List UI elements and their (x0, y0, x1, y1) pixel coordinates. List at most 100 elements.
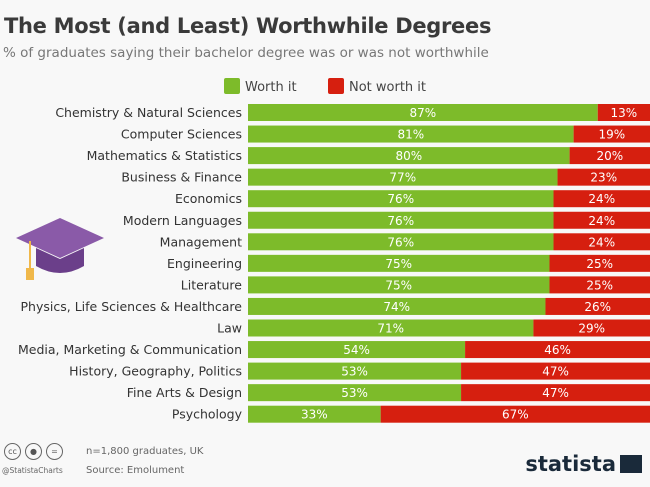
bar-worth (248, 362, 462, 380)
category-label: Mathematics & Statistics (87, 148, 242, 163)
data-label: 25% (586, 257, 613, 271)
bar-row: Computer Sciences 81% 19% (121, 125, 650, 143)
cc-icon: cc (4, 443, 21, 460)
bar-not-worth (569, 147, 650, 165)
bar-row: Economics 76% 24% (175, 190, 650, 208)
category-label: Physics, Life Sciences & Healthcare (21, 299, 243, 314)
bar-worth (248, 384, 462, 402)
category-label: Economics (175, 191, 242, 206)
license-icons: cc ● = (4, 443, 63, 460)
bar-not-worth (461, 362, 650, 380)
bar-worth (248, 190, 554, 208)
by-icon: ● (25, 443, 42, 460)
data-label: 76% (387, 192, 414, 206)
source: Source: Emolument (86, 465, 185, 476)
bar-not-worth (553, 190, 650, 208)
data-label: 76% (387, 214, 414, 228)
data-label: 24% (588, 235, 615, 249)
bar-row: Chemistry & Natural Sciences 87% 13% (55, 104, 650, 121)
category-label: Chemistry & Natural Sciences (55, 105, 242, 120)
bar-worth (248, 233, 554, 251)
bar-not-worth (545, 297, 650, 315)
legend-swatch (224, 78, 240, 94)
data-label: 74% (383, 300, 410, 314)
legend-swatch (328, 78, 344, 94)
bar-worth (248, 319, 534, 337)
category-label: Engineering (167, 256, 242, 271)
category-label: Fine Arts & Design (127, 385, 242, 400)
data-label: 67% (502, 408, 529, 422)
bar-not-worth (553, 233, 650, 251)
data-label: 24% (588, 192, 615, 206)
bar-not-worth (465, 341, 650, 359)
data-label: 53% (341, 386, 368, 400)
data-label: 81% (397, 128, 424, 142)
data-label: 80% (395, 149, 422, 163)
bar-not-worth (549, 276, 650, 294)
bar-worth (248, 147, 570, 165)
bar-worth (248, 405, 381, 423)
data-label: 33% (301, 408, 328, 422)
bar-row: Physics, Life Sciences & Healthcare 74% 26… (21, 297, 650, 315)
data-label: 47% (542, 386, 569, 400)
twitter-handle: @StatistaCharts (2, 466, 63, 475)
bar-worth (248, 254, 550, 272)
bar-row: Fine Arts & Design 53% 47% (127, 384, 650, 402)
data-label: 25% (586, 278, 613, 292)
bar-row: Literature 75% 25% (181, 276, 650, 294)
bar-row: Management 76% 24% (160, 233, 650, 251)
bar-worth (248, 297, 546, 315)
category-label: Computer Sciences (121, 127, 242, 142)
data-label: 13% (611, 106, 638, 120)
category-label: Psychology (172, 407, 243, 422)
data-label: 71% (377, 322, 404, 336)
bar-worth (248, 104, 598, 121)
chart-subtitle: % of graduates saying their bachelor deg… (3, 45, 489, 61)
data-label: 23% (590, 171, 617, 185)
bar-row: Media, Marketing & Communication 54% 46% (18, 341, 650, 359)
bar-worth (248, 276, 550, 294)
data-label: 77% (389, 171, 416, 185)
data-label: 76% (387, 235, 414, 249)
brand-text: statista (525, 452, 616, 476)
bar-not-worth (597, 104, 650, 121)
bar-row: Business & Finance 77% 23% (121, 168, 650, 186)
chart-title: The Most (and Least) Worthwhile Degrees (4, 14, 492, 38)
sample-note: n=1,800 graduates, UK (86, 446, 204, 457)
data-label: 19% (598, 128, 625, 142)
bar-not-worth (557, 168, 650, 186)
bar-worth (248, 341, 466, 359)
data-label: 20% (596, 149, 623, 163)
data-label: 53% (341, 365, 368, 379)
bar-row: Engineering 75% 25% (167, 254, 650, 272)
category-label: History, Geography, Politics (69, 364, 242, 379)
legend-label: Not worth it (349, 80, 426, 95)
data-label: 54% (343, 343, 370, 357)
category-label: Literature (181, 277, 243, 292)
graduation-cap-icon (16, 218, 104, 280)
bar-worth (248, 125, 574, 143)
bar-row: Psychology 33% 67% (172, 405, 650, 423)
bar-not-worth (461, 384, 650, 402)
data-label: 87% (410, 106, 437, 120)
bar-not-worth (573, 125, 650, 143)
bar-not-worth (533, 319, 650, 337)
nd-icon: = (46, 443, 63, 460)
legend-label: Worth it (245, 80, 297, 95)
data-label: 75% (385, 278, 412, 292)
data-label: 29% (578, 322, 605, 336)
bar-worth (248, 211, 554, 229)
data-label: 26% (584, 300, 611, 314)
data-label: 24% (588, 214, 615, 228)
category-label: Law (217, 321, 242, 336)
data-label: 47% (542, 365, 569, 379)
data-label: 46% (544, 343, 571, 357)
legend: Worth it Not worth it (224, 78, 426, 95)
category-label: Management (160, 234, 242, 249)
statista-logo[interactable]: statista (525, 452, 642, 476)
statista-logo-icon (620, 455, 642, 473)
bar-worth (248, 168, 558, 186)
bar-row: History, Geography, Politics 53% 47% (69, 362, 650, 380)
bar-row: Modern Languages 76% 24% (123, 211, 650, 229)
